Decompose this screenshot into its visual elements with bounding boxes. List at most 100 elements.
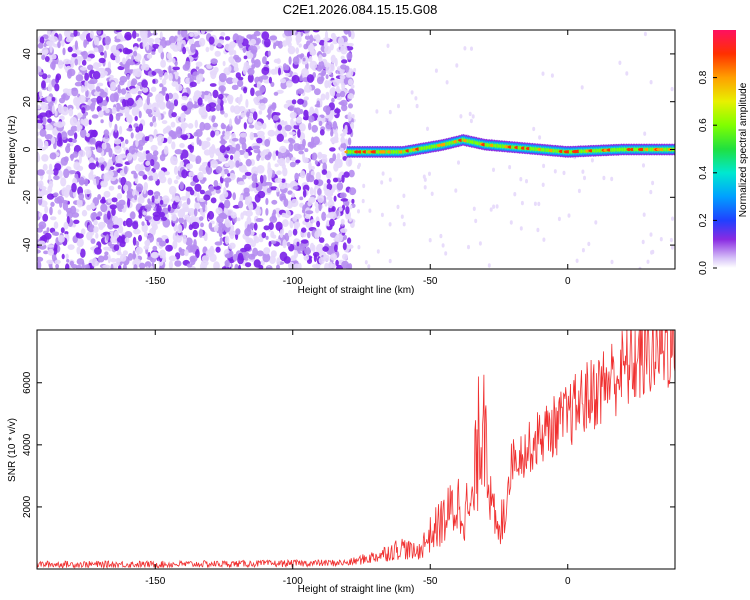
heatmap-noise-cell	[60, 39, 65, 47]
heatmap-noise-cell	[298, 150, 304, 155]
heatmap-noise-cell	[87, 64, 94, 71]
heatmap-noise-cell	[345, 206, 350, 215]
heatmap-sparse-cell	[430, 191, 434, 196]
heatmap-noise-cell	[167, 204, 171, 212]
heatmap-noise-cell	[71, 182, 77, 193]
heatmap-noise-cell	[287, 45, 296, 55]
heatmap-noise-cell	[41, 154, 49, 162]
y-tick-label: 0	[22, 146, 33, 152]
heatmap-noise-cell	[96, 82, 104, 87]
heatmap-noise-cell	[173, 99, 179, 107]
heatmap-noise-cell	[260, 156, 265, 161]
heatmap-noise-cell	[133, 46, 138, 51]
heatmap-noise-cell	[106, 170, 114, 178]
heatmap-noise-cell	[82, 118, 89, 127]
heatmap-sparse-cell	[454, 188, 458, 193]
heatmap-sparse-cell	[670, 245, 674, 250]
heatmap-sparse-cell	[380, 180, 384, 185]
heatmap-noise-cell	[279, 120, 286, 126]
heatmap-noise-cell	[50, 216, 57, 221]
heatmap-noise-cell	[224, 36, 231, 41]
heatmap-noise-cell	[255, 218, 264, 222]
heatmap-sparse-cell	[513, 192, 517, 197]
heatmap-noise-cell	[223, 99, 227, 104]
heatmap-noise-cell	[201, 106, 206, 111]
heatmap-noise-cell	[211, 144, 216, 153]
heatmap-noise-cell	[248, 52, 254, 59]
heatmap-noise-cell	[45, 110, 52, 118]
heatmap-noise-cell	[215, 246, 221, 253]
heatmap-noise-cell	[318, 188, 321, 196]
heatmap-noise-cell	[350, 121, 355, 130]
heatmap-sparse-cell	[642, 212, 646, 217]
heatmap-noise-cell	[58, 97, 66, 104]
heatmap-noise-cell	[189, 244, 197, 253]
heatmap-noise-cell	[350, 30, 355, 40]
heatmap-noise-cell	[79, 128, 87, 138]
heatmap-noise-cell	[234, 150, 241, 159]
heatmap-noise-cell	[103, 190, 111, 198]
heatmap-noise-cell	[220, 122, 225, 130]
heatmap-noise-cell	[178, 247, 183, 253]
heatmap-noise-cell	[159, 154, 166, 162]
heatmap-noise-cell	[43, 250, 49, 255]
heatmap-noise-cell	[96, 216, 101, 221]
heatmap-noise-cell	[291, 157, 296, 162]
heatmap-sparse-cell	[353, 67, 357, 73]
heatmap-noise-cell	[46, 193, 55, 200]
heatmap-noise-cell	[272, 151, 277, 161]
heatmap-noise-cell	[153, 121, 157, 128]
heatmap-noise-cell	[186, 101, 194, 110]
heatmap-noise-cell	[173, 179, 179, 184]
heatmap-sparse-cell	[541, 71, 545, 76]
heatmap-noise-cell	[278, 157, 286, 167]
heatmap-noise-cell	[336, 182, 344, 191]
heatmap-sparse-cell	[651, 249, 655, 255]
heatmap-noise-cell	[340, 218, 345, 225]
heatmap-noise-cell	[165, 244, 173, 252]
heatmap-sparse-cell	[478, 241, 482, 246]
heatmap-noise-cell	[84, 79, 90, 88]
heatmap-noise-cell	[268, 241, 272, 247]
heatmap-noise-cell	[60, 157, 68, 166]
heatmap-noise-cell	[153, 214, 161, 221]
heatmap-sparse-cell	[375, 109, 379, 114]
heatmap-noise-cell	[74, 81, 82, 87]
heatmap-sparse-cell	[509, 220, 513, 225]
heatmap-noise-cell	[268, 255, 276, 264]
heatmap-noise-cell	[210, 58, 218, 65]
heatmap-noise-cell	[211, 115, 216, 121]
heatmap-noise-cell	[115, 163, 123, 168]
heatmap-noise-cell	[263, 225, 270, 231]
heatmap-noise-cell	[308, 122, 312, 131]
heatmap-noise-cell	[205, 46, 210, 53]
heatmap-noise-cell	[325, 74, 329, 80]
heatmap-noise-cell	[340, 198, 349, 202]
heatmap-noise-cell	[332, 120, 338, 130]
heatmap-noise-cell	[232, 254, 238, 262]
heatmap-noise-cell	[81, 209, 88, 217]
heatmap-noise-cell	[276, 58, 281, 65]
heatmap-noise-cell	[46, 227, 50, 233]
heatmap-noise-cell	[348, 263, 353, 269]
heatmap-noise-cell	[291, 99, 297, 105]
heatmap-sparse-cell	[542, 163, 546, 169]
heatmap-noise-cell	[264, 138, 271, 147]
heatmap-noise-cell	[232, 192, 236, 201]
heatmap-noise-cell	[128, 114, 133, 124]
heatmap-sparse-cell	[575, 258, 579, 263]
heatmap-noise-cell	[246, 216, 252, 225]
heatmap-noise-cell	[37, 42, 44, 49]
heatmap-noise-cell	[310, 166, 315, 170]
heatmap-noise-cell	[118, 80, 125, 86]
heatmap-noise-cell	[291, 192, 296, 198]
heatmap-noise-cell	[69, 116, 78, 127]
heatmap-sparse-cell	[388, 258, 392, 264]
heatmap-noise-cell	[230, 147, 237, 154]
heatmap-sparse-cell	[610, 259, 614, 265]
heatmap-sparse-cell	[348, 217, 352, 222]
heatmap-noise-cell	[298, 43, 302, 48]
heatmap-noise-cell	[293, 221, 301, 229]
heatmap-noise-cell	[262, 56, 267, 65]
heatmap-sparse-cell	[550, 73, 554, 78]
